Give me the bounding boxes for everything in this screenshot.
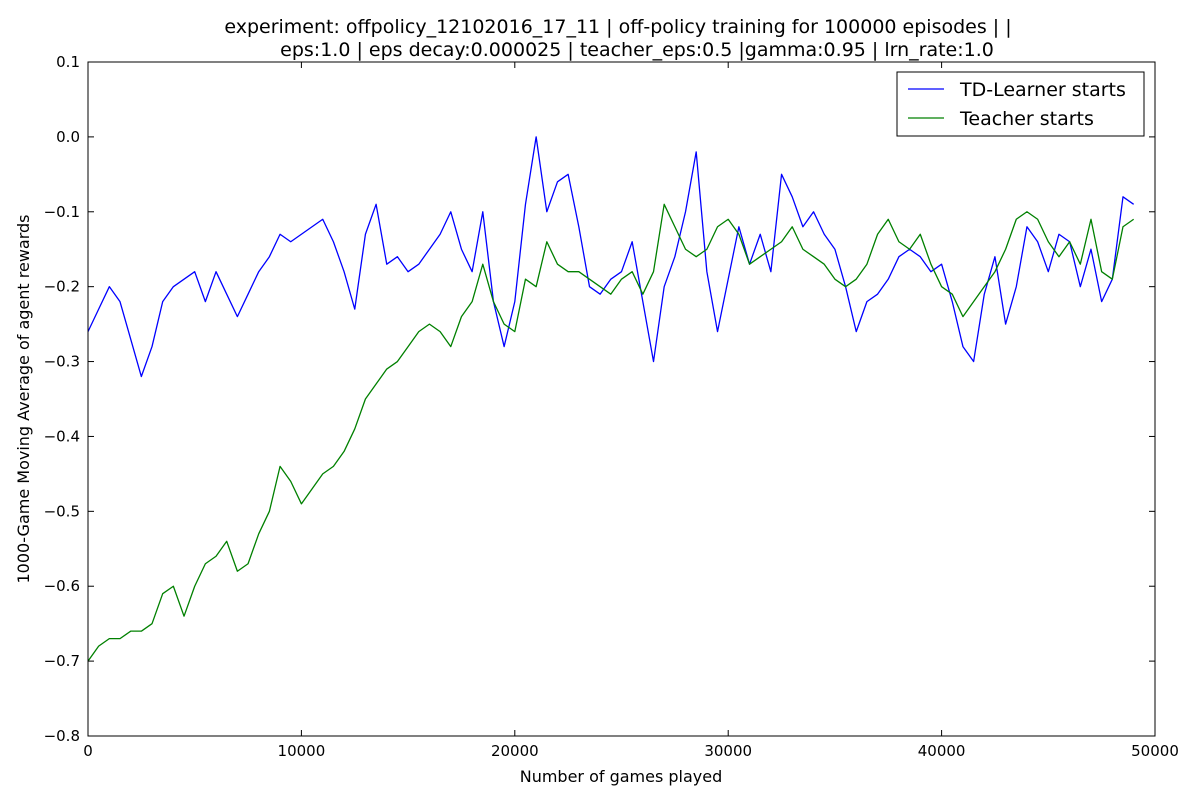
title-line-1: experiment: offpolicy_12102016_17_11 | o…	[224, 16, 1011, 38]
x-axis-label: Number of games played	[520, 767, 723, 786]
y-tick-label: −0.4	[44, 427, 80, 445]
y-axis: 0.1 0.0 −0.1 −0.2 −0.3 −0.4 −0.5 −0.6 −0.7 −0.8	[44, 53, 1155, 745]
y-tick-label: −0.7	[44, 652, 80, 670]
x-tick-label: 20000	[491, 742, 539, 760]
y-tick-label: −0.5	[44, 502, 80, 520]
x-axis: 0 10000 20000 30000 40000 50000	[83, 62, 1179, 760]
series-layer	[87, 136, 1135, 662]
y-tick-label: −0.6	[44, 577, 80, 595]
series-line-1	[87, 203, 1135, 662]
legend: TD-Learner starts Teacher starts	[896, 71, 1145, 137]
y-tick-label: −0.3	[44, 353, 80, 371]
x-tick-label: 10000	[278, 742, 326, 760]
plot-frame	[87, 61, 1156, 737]
legend-box	[896, 71, 1145, 137]
y-tick-label: −0.2	[44, 278, 80, 296]
chart-title: experiment: offpolicy_12102016_17_11 | o…	[224, 16, 1011, 61]
y-tick-label: 0.1	[56, 53, 80, 71]
x-tick-label: 50000	[1131, 742, 1179, 760]
title-line-2: eps:1.0 | eps decay:0.000025 | teacher_e…	[280, 39, 994, 61]
x-tick-label: 0	[83, 742, 93, 760]
series-line-0	[87, 136, 1135, 378]
y-tick-label: 0.0	[56, 128, 80, 146]
x-tick-label: 40000	[918, 742, 966, 760]
y-axis-label: 1000-Game Moving Average of agent reward…	[14, 214, 33, 583]
y-tick-label: −0.1	[44, 203, 80, 221]
y-tick-label: −0.8	[44, 727, 80, 745]
legend-label-td-learner: TD-Learner starts	[959, 79, 1126, 101]
x-tick-label: 30000	[704, 742, 752, 760]
legend-label-teacher: Teacher starts	[959, 108, 1094, 130]
